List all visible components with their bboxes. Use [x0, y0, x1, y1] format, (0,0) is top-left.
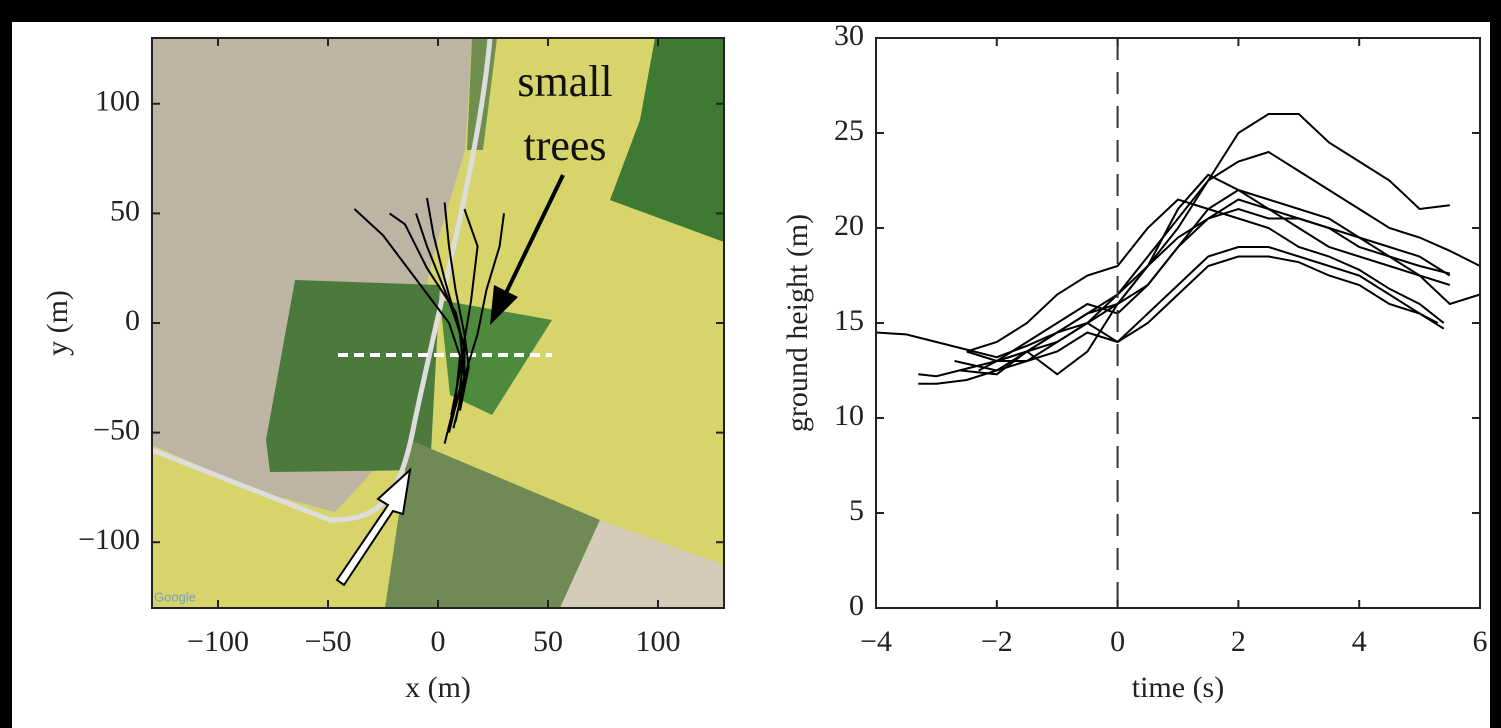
y-tick-label: 10 [834, 399, 864, 432]
x-tick-label: −100 [187, 625, 249, 658]
y-tick-label: −50 [93, 414, 140, 447]
line [954, 246, 1445, 372]
x-tick-label: 100 [636, 625, 681, 658]
white-arrow [335, 467, 412, 587]
line [966, 198, 1481, 363]
x-axis-label: time (s) [1132, 671, 1224, 704]
line [450, 208, 479, 416]
y-tick-label: −100 [78, 523, 140, 556]
line [918, 150, 1481, 385]
line [960, 188, 1451, 376]
x-axis-label: x (m) [405, 671, 471, 704]
y-axis-label: ground height (m) [781, 214, 814, 432]
annotation: small trees [517, 57, 613, 170]
y-tick-label: 20 [834, 209, 864, 242]
x-tick-label: 2 [1231, 625, 1246, 658]
x-tick-label: −50 [305, 625, 352, 658]
line [996, 255, 1439, 362]
arrow-head [490, 285, 518, 325]
x-tick-label: 0 [1110, 625, 1125, 658]
y-tick-label: 50 [110, 194, 140, 227]
y-tick-label: 100 [95, 85, 140, 118]
x-tick-label: 4 [1352, 625, 1367, 658]
y-axis-label: y (m) [41, 290, 74, 356]
x-tick-label: −4 [860, 625, 892, 658]
y-tick-label: 0 [125, 304, 140, 337]
line [443, 202, 470, 411]
x-tick-label: 50 [533, 625, 563, 658]
y-tick-label: 5 [849, 494, 864, 527]
x-tick-label: 0 [431, 625, 446, 658]
y-tick-label: 15 [834, 304, 864, 337]
map-image [152, 38, 724, 608]
y-tick-label: 30 [834, 19, 864, 52]
x-tick-label: 6 [1473, 625, 1488, 658]
arrow [503, 174, 565, 296]
line [978, 207, 1451, 372]
watermark: Google [154, 589, 196, 604]
y-tick-label: 25 [834, 114, 864, 147]
y-tick-label: 0 [849, 589, 864, 622]
line [454, 213, 505, 407]
x-tick-label: −2 [981, 625, 1013, 658]
line [353, 208, 462, 444]
